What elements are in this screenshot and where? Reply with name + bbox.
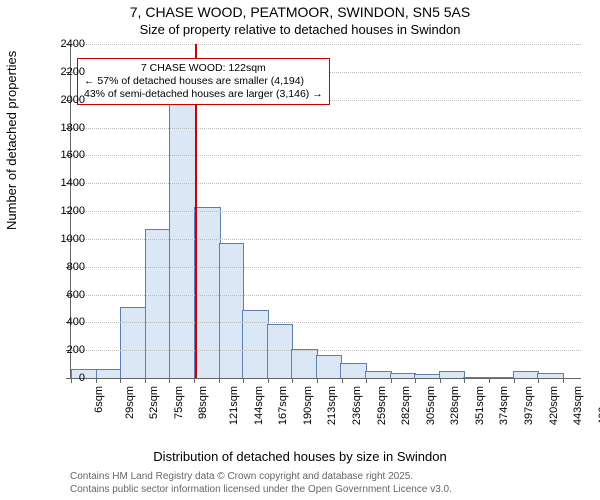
x-tick <box>563 378 564 383</box>
gridline-h <box>71 128 581 129</box>
chart-container: 7, CHASE WOOD, PEATMOOR, SWINDON, SN5 5A… <box>0 0 600 500</box>
y-tick-label: 1800 <box>61 122 85 134</box>
x-tick <box>145 378 146 383</box>
chart-title: 7, CHASE WOOD, PEATMOOR, SWINDON, SN5 5A… <box>0 4 600 20</box>
histogram-bar <box>340 363 367 378</box>
annotation-box: 7 CHASE WOOD: 122sqm← 57% of detached ho… <box>77 58 330 105</box>
x-tick <box>96 378 97 383</box>
histogram-bar <box>194 207 221 378</box>
histogram-bar <box>145 229 172 378</box>
gridline-h <box>71 322 581 323</box>
x-tick-label: 52sqm <box>148 386 160 419</box>
chart-subtitle: Size of property relative to detached ho… <box>0 22 600 37</box>
x-tick <box>440 378 441 383</box>
gridline-h <box>71 295 581 296</box>
gridline-h <box>71 211 581 212</box>
x-tick <box>342 378 343 383</box>
y-tick-label: 1600 <box>61 149 85 161</box>
x-tick <box>415 378 416 383</box>
x-tick-label: 305sqm <box>425 386 437 425</box>
x-tick-label: 75sqm <box>173 386 185 419</box>
footer-attribution: Contains HM Land Registry data © Crown c… <box>70 470 452 496</box>
footer-line-2: Contains public sector information licen… <box>70 483 452 496</box>
x-tick-label: 190sqm <box>302 386 314 425</box>
histogram-bar <box>96 369 123 378</box>
x-tick <box>464 378 465 383</box>
histogram-bar <box>439 371 466 378</box>
x-tick-label: 397sqm <box>523 386 535 425</box>
y-tick-label: 2400 <box>61 38 85 50</box>
histogram-bar <box>316 355 343 378</box>
y-tick-label: 600 <box>67 289 85 301</box>
x-tick <box>243 378 244 383</box>
y-tick-label: 200 <box>67 344 85 356</box>
gridline-h <box>71 267 581 268</box>
histogram-bar <box>242 310 269 378</box>
y-tick-label: 1400 <box>61 177 85 189</box>
x-tick <box>489 378 490 383</box>
histogram-bar <box>513 371 540 378</box>
y-tick-label: 1200 <box>61 205 85 217</box>
x-axis-label: Distribution of detached houses by size … <box>0 449 600 464</box>
gridline-h <box>71 44 581 45</box>
gridline-h <box>71 155 581 156</box>
x-tick-label: 98sqm <box>197 386 209 419</box>
x-tick <box>538 378 539 383</box>
x-tick <box>317 378 318 383</box>
histogram-bar <box>414 374 441 378</box>
x-tick-label: 374sqm <box>499 386 511 425</box>
histogram-bar <box>120 307 147 378</box>
x-tick <box>268 378 269 383</box>
y-tick-label: 0 <box>79 372 85 384</box>
x-tick-label: 351sqm <box>474 386 486 425</box>
gridline-h <box>71 183 581 184</box>
x-tick <box>71 378 72 383</box>
x-tick-label: 121sqm <box>228 386 240 425</box>
x-tick-label: 259sqm <box>376 386 388 425</box>
y-tick-label: 2200 <box>61 66 85 78</box>
x-tick <box>366 378 367 383</box>
y-axis-label: Number of detached properties <box>4 51 19 230</box>
histogram-bar <box>488 377 515 378</box>
y-tick-label: 2000 <box>61 94 85 106</box>
histogram-bar <box>169 104 196 378</box>
annotation-title: 7 CHASE WOOD: 122sqm <box>84 62 323 75</box>
x-tick <box>514 378 515 383</box>
x-tick-label: 443sqm <box>572 386 584 425</box>
histogram-bar <box>463 377 490 378</box>
x-tick-label: 213sqm <box>326 386 338 425</box>
annotation-line-1: ← 57% of detached houses are smaller (4,… <box>84 75 323 88</box>
histogram-bar <box>390 373 417 378</box>
x-tick <box>120 378 121 383</box>
y-tick-label: 400 <box>67 316 85 328</box>
footer-line-1: Contains HM Land Registry data © Crown c… <box>70 470 452 483</box>
x-tick-label: 144sqm <box>253 386 265 425</box>
x-tick-label: 29sqm <box>124 386 136 419</box>
plot-area: 7 CHASE WOOD: 122sqm← 57% of detached ho… <box>70 44 581 379</box>
histogram-bar <box>219 243 245 378</box>
annotation-line-2: 43% of semi-detached houses are larger (… <box>84 88 323 101</box>
x-tick-label: 6sqm <box>93 386 105 413</box>
x-tick-label: 282sqm <box>400 386 412 425</box>
gridline-h <box>71 350 581 351</box>
x-tick <box>219 378 220 383</box>
x-tick-label: 328sqm <box>449 386 461 425</box>
x-tick-label: 167sqm <box>277 386 289 425</box>
histogram-bar <box>365 371 392 378</box>
x-tick <box>169 378 170 383</box>
x-tick <box>194 378 195 383</box>
histogram-bar <box>537 373 564 378</box>
x-tick <box>292 378 293 383</box>
x-tick-label: 420sqm <box>548 386 560 425</box>
y-tick-label: 800 <box>67 261 85 273</box>
x-tick <box>391 378 392 383</box>
y-tick-label: 1000 <box>61 233 85 245</box>
histogram-bar <box>291 349 318 378</box>
gridline-h <box>71 239 581 240</box>
x-tick-label: 236sqm <box>351 386 363 425</box>
